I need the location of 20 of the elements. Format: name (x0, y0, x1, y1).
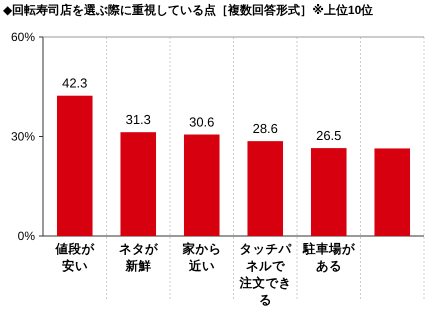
data-label: 30.6 (189, 114, 214, 130)
bar (120, 132, 156, 236)
bar (184, 134, 220, 236)
bar (247, 141, 284, 236)
chart-title: ◆回転寿司店を選ぶ際に重視している点［複数回答形式］※上位10位 (3, 3, 374, 17)
data-label: 26.5 (316, 128, 342, 144)
bar (310, 148, 347, 236)
x-tick-label: タッチパネルで注文できる (238, 242, 292, 307)
y-tick-label: 0% (18, 229, 36, 243)
data-label: 42.3 (62, 76, 88, 91)
y-tick-label: 30% (10, 130, 36, 144)
x-tick-label: 家から近い (181, 241, 222, 273)
bar (374, 148, 410, 236)
x-tick-label: 駐車場がある (302, 241, 356, 273)
x-tick-label: ネタが新鮮 (118, 242, 159, 273)
data-label: 31.3 (126, 112, 151, 128)
y-tick-label: 60% (10, 30, 36, 44)
data-label: 28.6 (252, 121, 278, 136)
x-tick-label: 値段が安い (54, 242, 96, 273)
bar (56, 96, 93, 236)
